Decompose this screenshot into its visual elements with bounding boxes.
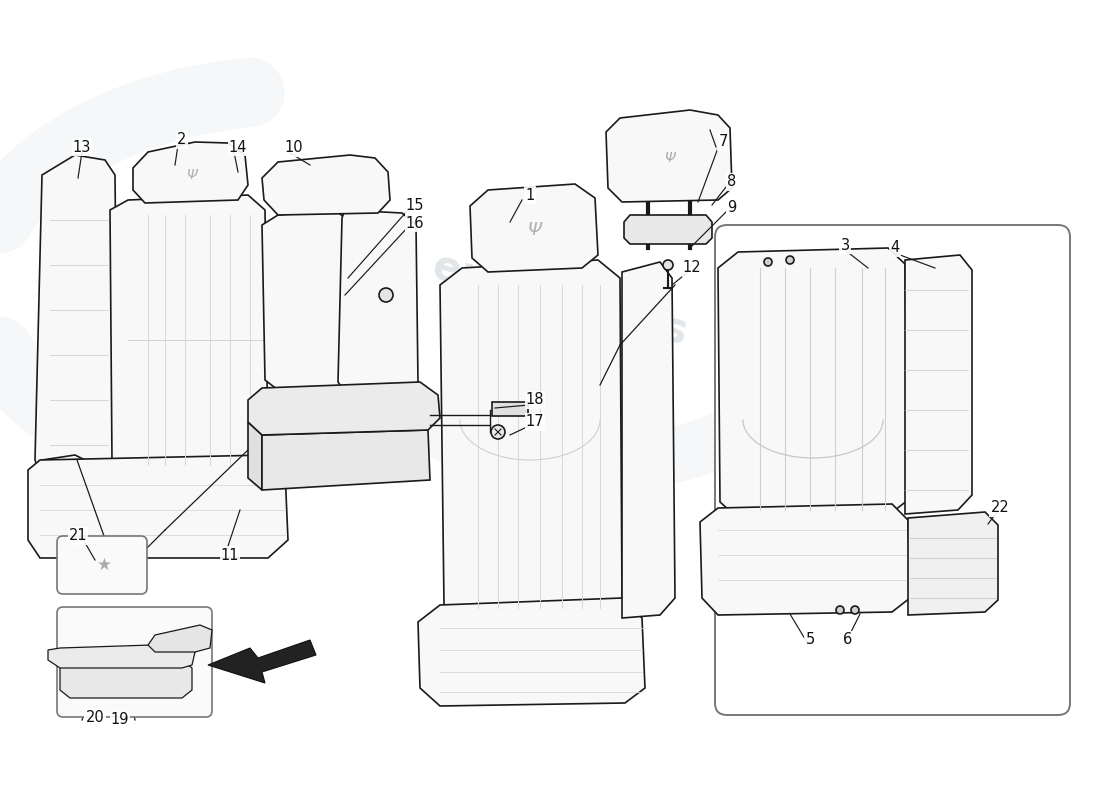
Text: 10: 10 xyxy=(285,141,304,155)
Circle shape xyxy=(491,425,505,439)
Polygon shape xyxy=(470,184,598,272)
Text: 12: 12 xyxy=(683,261,702,275)
Polygon shape xyxy=(338,210,418,392)
Polygon shape xyxy=(60,660,192,698)
Text: 14: 14 xyxy=(229,139,248,154)
Text: 21: 21 xyxy=(68,529,87,543)
Polygon shape xyxy=(28,455,288,558)
Text: 15: 15 xyxy=(406,198,425,213)
Text: 19: 19 xyxy=(111,713,130,727)
Polygon shape xyxy=(248,382,440,435)
Text: 11: 11 xyxy=(221,547,240,562)
Polygon shape xyxy=(700,504,910,615)
Polygon shape xyxy=(621,262,675,618)
Text: 6: 6 xyxy=(844,633,852,647)
Text: 18: 18 xyxy=(526,393,544,407)
Text: 8: 8 xyxy=(727,174,737,190)
Polygon shape xyxy=(110,195,268,478)
Polygon shape xyxy=(262,155,390,215)
Polygon shape xyxy=(492,402,528,416)
Text: eurospares: eurospares xyxy=(783,391,977,469)
Polygon shape xyxy=(718,248,908,518)
Polygon shape xyxy=(133,142,248,203)
Polygon shape xyxy=(624,215,712,244)
Text: 4: 4 xyxy=(890,241,900,255)
Text: 9: 9 xyxy=(727,201,737,215)
Polygon shape xyxy=(262,430,430,490)
Polygon shape xyxy=(440,260,621,620)
Text: 3: 3 xyxy=(840,238,849,253)
FancyBboxPatch shape xyxy=(57,536,147,594)
Text: 20: 20 xyxy=(86,710,104,726)
Polygon shape xyxy=(42,455,116,525)
Circle shape xyxy=(379,288,393,302)
Text: Ψ: Ψ xyxy=(664,151,675,165)
Text: eurospares: eurospares xyxy=(63,296,328,404)
Text: 5: 5 xyxy=(805,633,815,647)
Text: 1: 1 xyxy=(526,187,535,202)
Text: 17: 17 xyxy=(526,414,544,430)
Polygon shape xyxy=(248,422,262,490)
Circle shape xyxy=(836,606,844,614)
Text: 16: 16 xyxy=(406,215,425,230)
Polygon shape xyxy=(908,512,998,615)
Text: 2: 2 xyxy=(177,133,187,147)
Text: eurospares: eurospares xyxy=(428,246,693,354)
Circle shape xyxy=(663,260,673,270)
Text: 22: 22 xyxy=(991,501,1010,515)
FancyBboxPatch shape xyxy=(57,607,212,717)
Polygon shape xyxy=(905,255,972,514)
FancyBboxPatch shape xyxy=(715,225,1070,715)
Polygon shape xyxy=(606,110,732,202)
Circle shape xyxy=(851,606,859,614)
Circle shape xyxy=(764,258,772,266)
Text: Ψ: Ψ xyxy=(528,221,542,239)
Text: 13: 13 xyxy=(73,139,91,154)
Polygon shape xyxy=(148,625,212,652)
Polygon shape xyxy=(418,598,645,706)
Polygon shape xyxy=(48,644,195,668)
Text: Ψ: Ψ xyxy=(187,168,197,182)
Text: 7: 7 xyxy=(718,134,728,150)
Circle shape xyxy=(786,256,794,264)
Polygon shape xyxy=(262,210,348,390)
Polygon shape xyxy=(35,155,118,500)
Text: ★: ★ xyxy=(97,556,111,574)
Polygon shape xyxy=(208,640,316,683)
